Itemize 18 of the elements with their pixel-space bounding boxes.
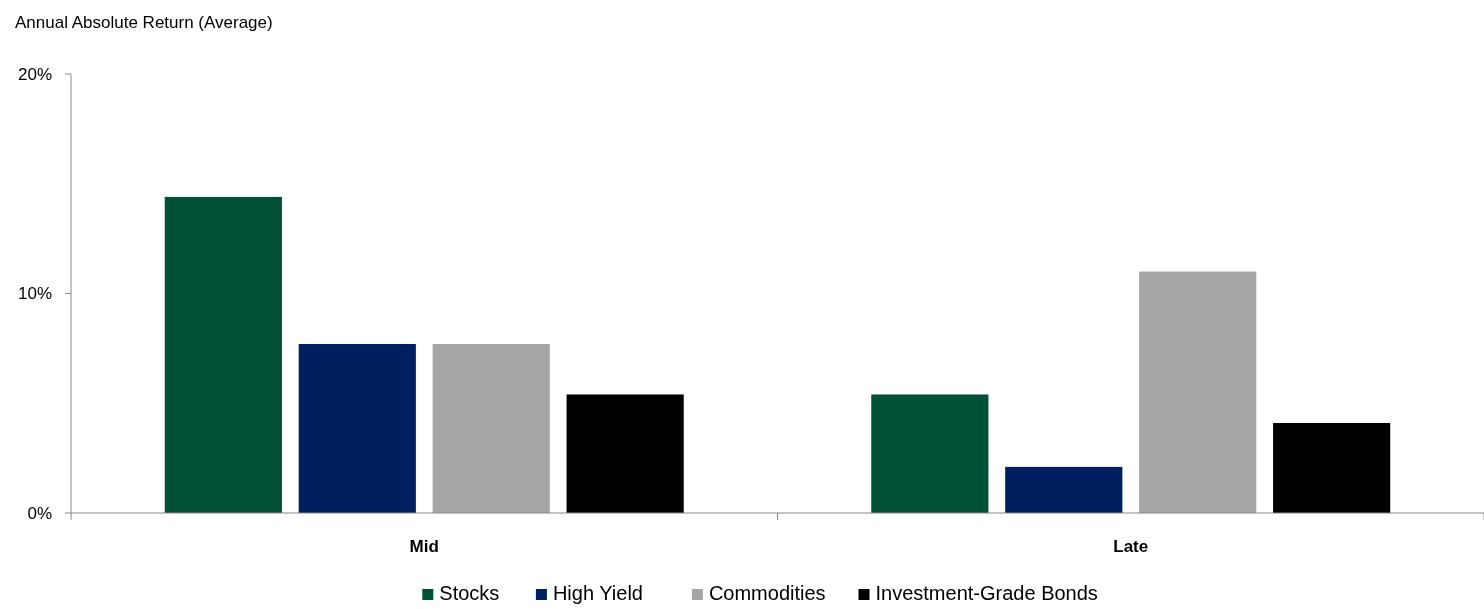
bar [164, 196, 282, 513]
y-tick-label: 10% [17, 284, 52, 304]
legend-label: High Yield [552, 582, 643, 604]
legend-label: Commodities [708, 582, 826, 604]
bar [432, 343, 550, 513]
bar [1273, 423, 1391, 513]
y-tick-label: 0% [27, 503, 52, 523]
bar [1005, 466, 1123, 513]
legend-label: Stocks [439, 582, 500, 604]
bar [566, 394, 684, 513]
bar [1139, 271, 1257, 513]
bar [871, 394, 989, 513]
y-tick-label: 20% [17, 64, 52, 84]
bar [298, 343, 416, 513]
y-axis-title: Annual Absolute Return (Average) [15, 13, 273, 32]
x-tick-label: Late [1113, 537, 1149, 556]
legend-label: Investment-Grade Bonds [875, 582, 1098, 604]
x-tick-label: Mid [409, 537, 439, 556]
